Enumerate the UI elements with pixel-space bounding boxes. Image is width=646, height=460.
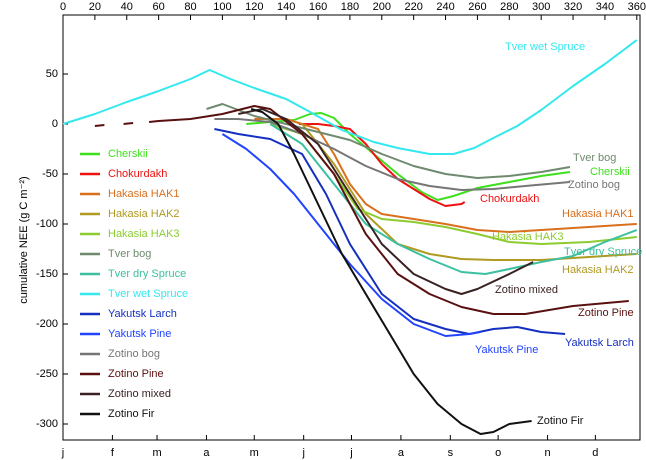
y-axis-label: cumulative NEE (g C m⁻²)	[18, 176, 30, 303]
series-label: Zotino Fir	[537, 415, 584, 427]
series-label: Yakutsk Larch	[565, 337, 634, 349]
legend-label: Zotino Fir	[108, 408, 155, 420]
legend-label: Chokurdakh	[108, 168, 167, 180]
x-tick-label: 240	[436, 1, 454, 13]
x-tick-label: 20	[89, 1, 101, 13]
legend-label: Zotino Pine	[108, 368, 164, 380]
series-line	[298, 123, 466, 207]
series-line	[214, 118, 570, 191]
series-line	[250, 108, 532, 435]
x2-tick-label: s	[448, 447, 454, 459]
y-tick-label: -150	[36, 268, 58, 280]
series-line	[221, 133, 481, 337]
x2-tick-label: f	[111, 447, 115, 459]
x-tick-label: 40	[121, 1, 133, 13]
series-label: Hakasia HAK3	[492, 231, 564, 243]
series-label: Hakasia HAK2	[562, 264, 634, 276]
x-tick-label: 160	[309, 1, 327, 13]
y-tick-label: 50	[46, 68, 58, 80]
series-label: Tver bog	[573, 152, 616, 164]
x-tick-label: 80	[184, 1, 196, 13]
legend-label: Hakasia HAK3	[108, 228, 180, 240]
series-label: Hakasia HAK1	[562, 208, 634, 220]
y-tick-label: 0	[52, 118, 58, 130]
series-label: Yakutsk Pine	[475, 344, 538, 356]
series-label: Tver dry Spruce	[564, 246, 642, 258]
x-tick-label: 180	[341, 1, 359, 13]
x-tick-label: 300	[532, 1, 550, 13]
legend-label: Zotino mixed	[108, 388, 171, 400]
x-tick-label: 280	[500, 1, 518, 13]
series-line	[214, 128, 566, 335]
series-label: Zotino mixed	[495, 284, 558, 296]
x2-tick-label: d	[592, 447, 598, 459]
series-line	[246, 112, 571, 201]
series-line	[301, 123, 637, 261]
x-tick-label: 260	[468, 1, 486, 13]
x2-tick-label: m	[152, 447, 161, 459]
x-tick-label: 220	[404, 1, 422, 13]
y-tick-label: -100	[36, 218, 58, 230]
series-line	[269, 123, 638, 275]
x2-tick-label: a	[398, 447, 405, 459]
x-tick-label: 340	[596, 1, 614, 13]
x2-tick-label: j	[61, 447, 64, 459]
x2-tick-label: n	[544, 447, 550, 459]
legend-label: Yakutsk Pine	[108, 328, 171, 340]
y-tick-label: -250	[36, 368, 58, 380]
x2-tick-label: o	[495, 447, 501, 459]
series-label: Tver wet Spruce	[505, 41, 585, 53]
x2-tick-label: j	[349, 447, 352, 459]
legend-label: Hakasia HAK1	[108, 188, 180, 200]
x-tick-label: 200	[373, 1, 391, 13]
series-line	[94, 105, 629, 315]
y-tick-label: -50	[42, 168, 58, 180]
legend-label: Tver bog	[108, 248, 151, 260]
series-label: Zotino Pine	[578, 307, 634, 319]
series-line	[238, 108, 534, 295]
x2-tick-label: a	[203, 447, 210, 459]
y-tick-label: -200	[36, 318, 58, 330]
x-tick-label: 320	[564, 1, 582, 13]
x-tick-label: 0	[60, 1, 66, 13]
series-label: Chokurdakh	[480, 193, 539, 205]
legend-label: Yakutsk Larch	[108, 308, 177, 320]
x-tick-label: 100	[213, 1, 231, 13]
x-tick-label: 60	[153, 1, 165, 13]
series-label: Zotino bog	[568, 179, 620, 191]
x-tick-label: 140	[277, 1, 295, 13]
x2-tick-label: j	[301, 447, 304, 459]
legend-label: Tver wet Spruce	[108, 288, 188, 300]
series-line	[62, 39, 638, 155]
legend-label: Zotino bog	[108, 348, 160, 360]
x-tick-label: 360	[628, 1, 646, 13]
series-label: Cherskii	[590, 166, 630, 178]
legend-label: Cherskii	[108, 148, 148, 160]
y-tick-label: -300	[36, 418, 58, 430]
series-line	[206, 103, 571, 179]
legend-label: Hakasia HAK2	[108, 208, 180, 220]
x2-tick-label: m	[250, 447, 259, 459]
legend-label: Tver dry Spruce	[108, 268, 186, 280]
x-tick-label: 120	[245, 1, 263, 13]
